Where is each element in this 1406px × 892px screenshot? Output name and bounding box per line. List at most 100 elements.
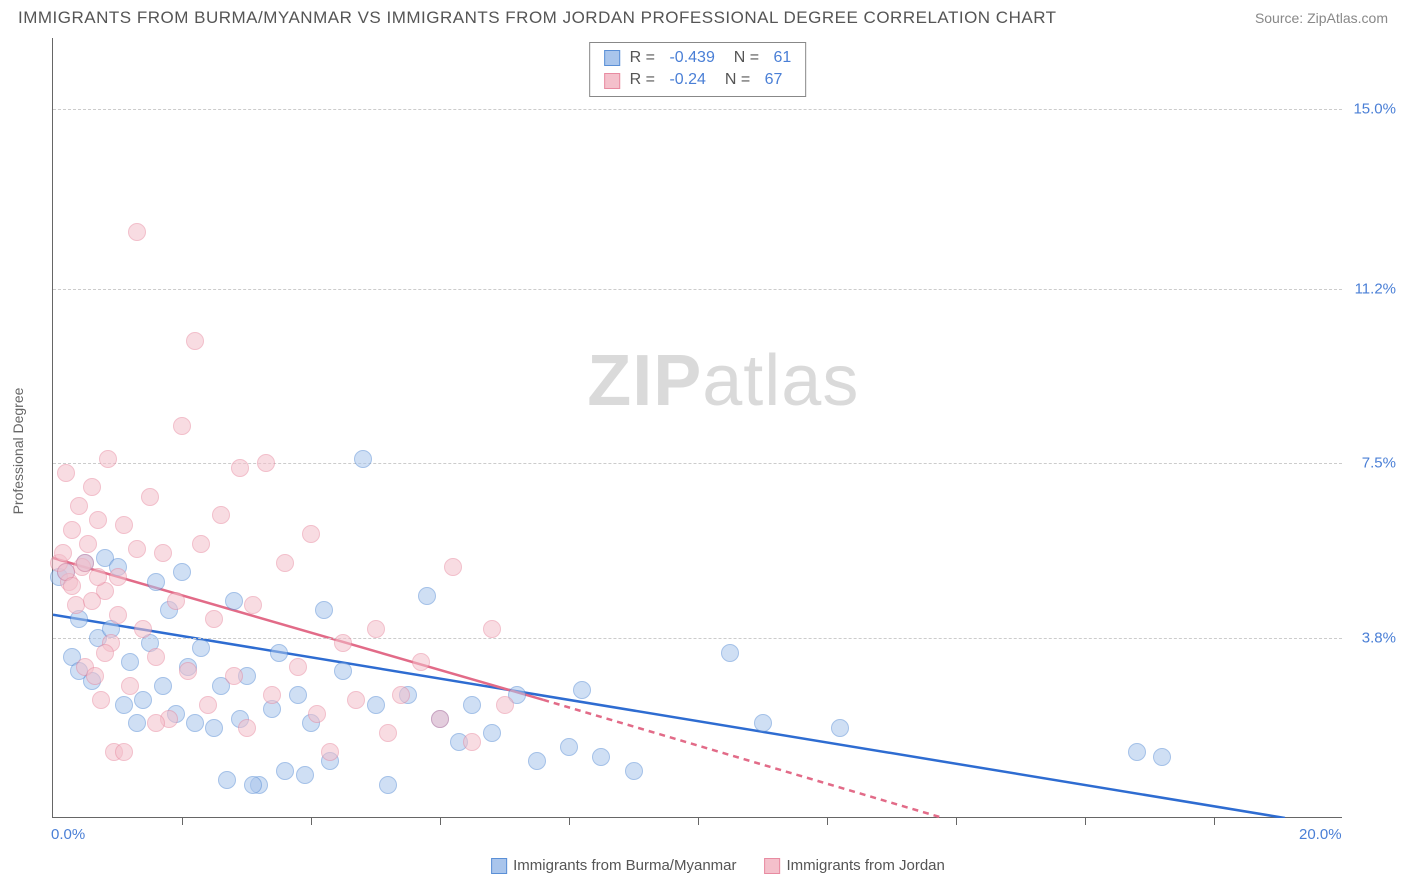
- gridline: [53, 638, 1342, 639]
- x-lim-label: 0.0%: [51, 826, 85, 843]
- data-point-jordan: [179, 662, 197, 680]
- data-point-burma: [147, 573, 165, 591]
- data-point-jordan: [154, 544, 172, 562]
- stats-row-burma: R = -0.439 N = 61: [604, 47, 792, 69]
- data-point-jordan: [212, 506, 230, 524]
- data-point-jordan: [199, 696, 217, 714]
- data-point-burma: [560, 738, 578, 756]
- legend-bottom: Immigrants from Burma/Myanmar Immigrants…: [491, 857, 945, 874]
- data-point-burma: [831, 719, 849, 737]
- data-point-jordan: [205, 610, 223, 628]
- data-point-jordan: [109, 568, 127, 586]
- data-point-jordan: [238, 719, 256, 737]
- data-point-jordan: [89, 568, 107, 586]
- data-point-jordan: [141, 488, 159, 506]
- data-point-jordan: [121, 677, 139, 695]
- y-tick-label: 11.2%: [1348, 280, 1396, 297]
- x-tick: [569, 817, 570, 825]
- data-point-jordan: [79, 535, 97, 553]
- stats-row-jordan: R = -0.24 N = 67: [604, 69, 792, 91]
- watermark-light: atlas: [702, 341, 859, 421]
- data-point-jordan: [308, 705, 326, 723]
- data-point-jordan: [412, 653, 430, 671]
- x-tick: [956, 817, 957, 825]
- data-point-burma: [754, 714, 772, 732]
- data-point-burma: [296, 766, 314, 784]
- data-point-jordan: [83, 478, 101, 496]
- data-point-burma: [354, 450, 372, 468]
- data-point-burma: [218, 771, 236, 789]
- data-point-burma: [721, 644, 739, 662]
- data-point-burma: [225, 592, 243, 610]
- data-point-jordan: [302, 525, 320, 543]
- data-point-jordan: [321, 743, 339, 761]
- stat-r-burma: -0.439: [669, 47, 714, 69]
- data-point-jordan: [70, 497, 88, 515]
- data-point-jordan: [147, 714, 165, 732]
- data-point-jordan: [89, 511, 107, 529]
- data-point-burma: [173, 563, 191, 581]
- legend-item-jordan: Immigrants from Jordan: [764, 857, 944, 874]
- data-point-jordan: [63, 577, 81, 595]
- data-point-jordan: [186, 332, 204, 350]
- swatch-burma: [604, 50, 620, 66]
- data-point-jordan: [54, 544, 72, 562]
- data-point-jordan: [334, 634, 352, 652]
- stat-n-jordan: 67: [765, 69, 783, 91]
- data-point-jordan: [167, 592, 185, 610]
- data-point-jordan: [63, 521, 81, 539]
- data-point-burma: [1128, 743, 1146, 761]
- x-tick: [440, 817, 441, 825]
- data-point-jordan: [128, 540, 146, 558]
- watermark: ZIPatlas: [587, 340, 859, 422]
- data-point-jordan: [347, 691, 365, 709]
- watermark-bold: ZIP: [587, 341, 702, 421]
- x-lim-label: 20.0%: [1299, 826, 1342, 843]
- plot-area: ZIPatlas R = -0.439 N = 61 R = -0.24 N =…: [52, 38, 1342, 818]
- data-point-burma: [205, 719, 223, 737]
- legend-label-jordan: Immigrants from Jordan: [786, 857, 944, 874]
- data-point-burma: [1153, 748, 1171, 766]
- data-point-burma: [592, 748, 610, 766]
- data-point-burma: [334, 662, 352, 680]
- x-tick: [698, 817, 699, 825]
- data-point-jordan: [57, 464, 75, 482]
- data-point-burma: [186, 714, 204, 732]
- data-point-jordan: [444, 558, 462, 576]
- data-point-jordan: [109, 606, 127, 624]
- data-point-jordan: [115, 516, 133, 534]
- data-point-burma: [573, 681, 591, 699]
- data-point-jordan: [225, 667, 243, 685]
- data-point-jordan: [83, 592, 101, 610]
- data-point-jordan: [128, 223, 146, 241]
- data-point-jordan: [367, 620, 385, 638]
- data-point-jordan: [115, 743, 133, 761]
- data-point-jordan: [483, 620, 501, 638]
- data-point-burma: [463, 696, 481, 714]
- data-point-jordan: [276, 554, 294, 572]
- legend-item-burma: Immigrants from Burma/Myanmar: [491, 857, 736, 874]
- data-point-jordan: [231, 459, 249, 477]
- data-point-jordan: [496, 696, 514, 714]
- stat-r-jordan: -0.24: [669, 69, 705, 91]
- data-point-jordan: [99, 450, 117, 468]
- legend-swatch-burma: [491, 858, 507, 874]
- data-point-jordan: [147, 648, 165, 666]
- data-point-jordan: [92, 691, 110, 709]
- gridline: [53, 109, 1342, 110]
- data-point-jordan: [257, 454, 275, 472]
- data-point-jordan: [263, 686, 281, 704]
- data-point-burma: [379, 776, 397, 794]
- data-point-burma: [528, 752, 546, 770]
- swatch-jordan: [604, 73, 620, 89]
- data-point-burma: [134, 691, 152, 709]
- data-point-burma: [289, 686, 307, 704]
- data-point-burma: [270, 644, 288, 662]
- data-point-jordan: [173, 417, 191, 435]
- data-point-jordan: [134, 620, 152, 638]
- data-point-jordan: [379, 724, 397, 742]
- data-point-burma: [367, 696, 385, 714]
- chart-title: IMMIGRANTS FROM BURMA/MYANMAR VS IMMIGRA…: [18, 8, 1057, 28]
- svg-trend-layer: [53, 38, 1343, 818]
- x-tick: [1085, 817, 1086, 825]
